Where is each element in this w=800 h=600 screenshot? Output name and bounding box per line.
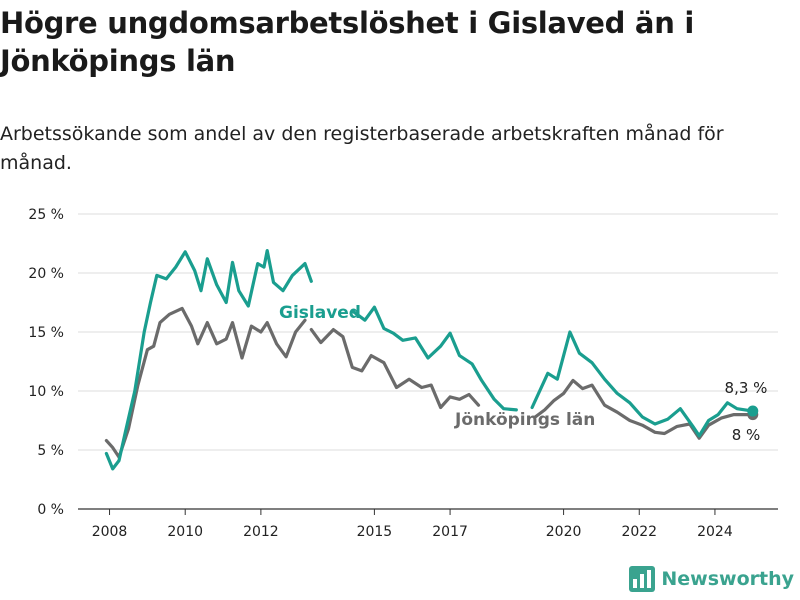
line-chart: 0 % 5 % 10 % 15 % 20 % 25 % 2008 2010 2012 2015 20…	[28, 207, 778, 540]
logo-text: Newsworthy	[661, 568, 794, 590]
x-tick-label: 2008	[92, 524, 128, 540]
y-tick-label: 10 %	[28, 384, 64, 400]
x-tick-label: 2017	[432, 524, 468, 540]
chart-title: Högre ungdomsarbetslöshet i Gislaved än …	[0, 6, 694, 78]
series-line-jonkopings-lan	[533, 378, 755, 440]
series-label-jonkopings-lan: Jönköpings län	[454, 410, 595, 430]
y-tick-label: 5 %	[37, 443, 64, 459]
x-tick-label: 2024	[697, 524, 733, 540]
x-tick-label: 2015	[357, 524, 393, 540]
series-line-jonkopings-lan	[309, 328, 481, 410]
y-tick-label: 20 %	[28, 266, 64, 282]
newsworthy-logo: Newsworthy	[629, 566, 794, 592]
series-line-gislaved	[104, 249, 313, 471]
series-line-gislaved	[530, 330, 755, 438]
series-line-gislaved	[350, 305, 518, 412]
x-tick-label: 2010	[167, 524, 203, 540]
bar-chart-icon	[629, 566, 656, 592]
y-tick-label: 15 %	[28, 325, 64, 341]
end-label-jonkopings-lan: 8 %	[732, 426, 761, 444]
y-tick-label: 25 %	[28, 207, 64, 223]
series-label-gislaved: Gislaved	[279, 303, 361, 323]
chart-subtitle: Arbetssökande som andel av den registerb…	[0, 123, 724, 174]
end-label-gislaved: 8,3 %	[725, 379, 768, 397]
y-tick-label: 0 %	[37, 502, 64, 518]
x-tick-label: 2022	[621, 524, 657, 540]
end-marker-gislaved	[747, 405, 759, 417]
series-line-jonkopings-lan	[104, 306, 307, 459]
x-tick-label: 2020	[546, 524, 582, 540]
x-tick-label: 2012	[243, 524, 279, 540]
